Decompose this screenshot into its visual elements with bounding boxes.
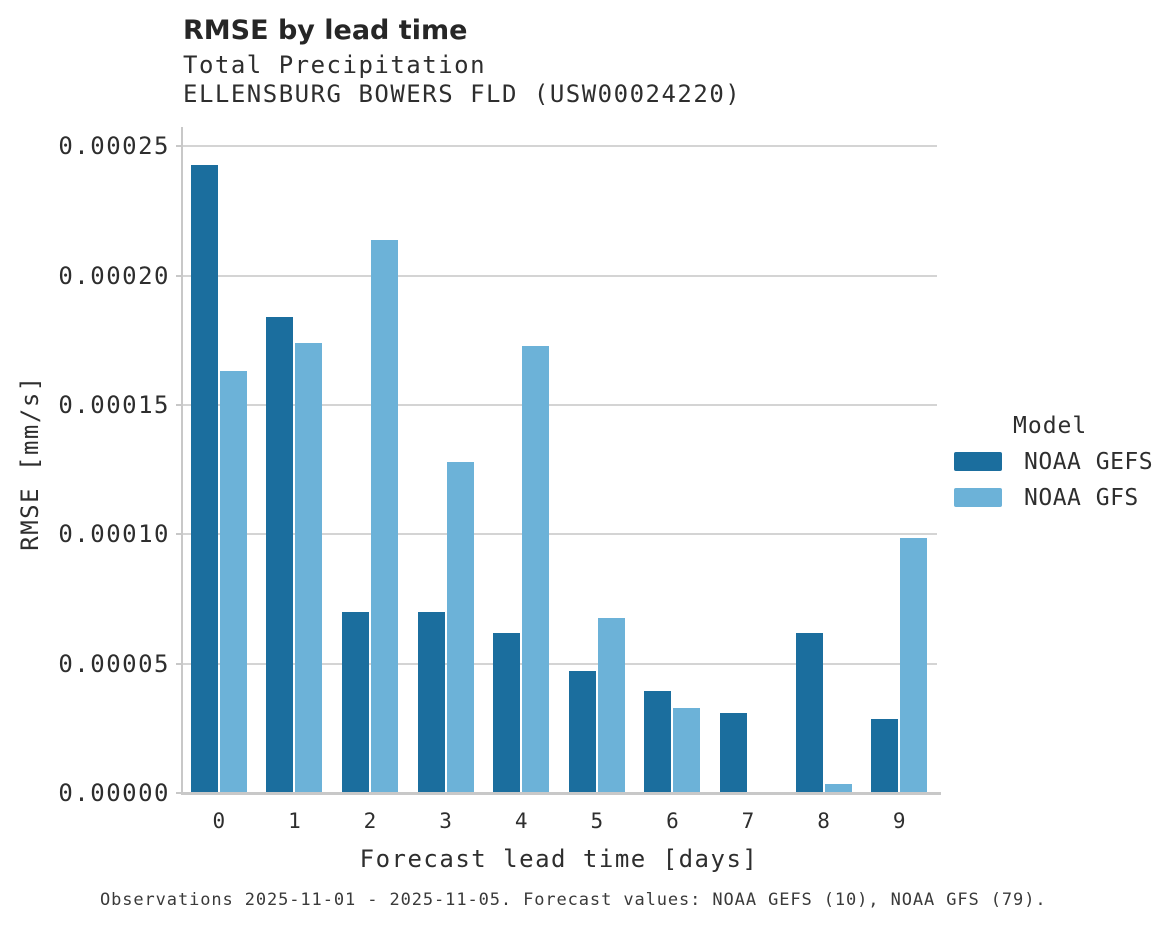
bar-noaa-gfs bbox=[219, 371, 247, 793]
bar-noaa-gefs bbox=[568, 671, 596, 793]
bar-noaa-gefs bbox=[342, 611, 369, 793]
y-tick-mark bbox=[176, 145, 181, 148]
bar-noaa-gefs bbox=[644, 690, 672, 793]
y-tick-label: 0.00020 bbox=[58, 261, 170, 290]
y-tick-mark bbox=[176, 792, 181, 794]
x-tick-label: 4 bbox=[514, 809, 528, 833]
bar-noaa-gefs bbox=[493, 632, 521, 793]
x-tick-label: 0 bbox=[212, 809, 226, 833]
gridline bbox=[181, 274, 937, 277]
y-tick-label: 0.00000 bbox=[58, 779, 170, 807]
bar-noaa-gfs bbox=[824, 783, 852, 793]
x-tick-label: 2 bbox=[363, 809, 377, 833]
bar-noaa-gefs bbox=[417, 611, 445, 793]
legend-title: Model bbox=[1013, 413, 1088, 439]
x-tick-label: 5 bbox=[590, 809, 604, 833]
bar-noaa-gfs bbox=[673, 707, 701, 793]
y-tick-mark bbox=[176, 662, 181, 665]
bar-noaa-gfs bbox=[371, 239, 398, 793]
x-tick-label: 7 bbox=[741, 809, 755, 833]
legend-swatch-noaa-gfs bbox=[954, 487, 1002, 507]
y-tick-mark bbox=[176, 274, 181, 277]
chart-title: RMSE by lead time bbox=[183, 15, 468, 46]
x-tick-label: 8 bbox=[817, 809, 830, 833]
bar-noaa-gefs bbox=[720, 712, 747, 793]
x-tick-label: 3 bbox=[439, 809, 452, 833]
y-axis-spine bbox=[181, 127, 183, 794]
y-tick-label: 0.00010 bbox=[58, 520, 170, 549]
gridline bbox=[181, 404, 937, 407]
bar-noaa-gfs bbox=[522, 345, 550, 793]
x-tick-label: 1 bbox=[288, 809, 301, 833]
y-tick-mark bbox=[176, 404, 181, 407]
bar-noaa-gefs bbox=[795, 632, 823, 793]
gridline bbox=[181, 662, 937, 665]
y-tick-label: 0.00015 bbox=[58, 391, 170, 420]
legend-swatch-noaa-gefs bbox=[954, 452, 1002, 471]
x-axis-title: Forecast lead time [days] bbox=[359, 845, 759, 873]
legend-label: NOAA GFS bbox=[1024, 484, 1139, 511]
gridline bbox=[181, 533, 937, 536]
x-axis-spine bbox=[181, 792, 941, 795]
y-tick-label: 0.00025 bbox=[58, 132, 170, 161]
legend-label: NOAA GEFS bbox=[1024, 449, 1154, 475]
bar-noaa-gfs bbox=[597, 618, 625, 793]
bar-noaa-gfs bbox=[900, 538, 928, 793]
chart-subtitle-station: ELLENSBURG BOWERS FLD (USW00024220) bbox=[183, 80, 742, 108]
chart-subtitle-variable: Total Precipitation bbox=[183, 51, 487, 79]
gridline bbox=[181, 145, 937, 148]
y-tick-mark bbox=[176, 533, 181, 536]
y-tick-label: 0.00005 bbox=[58, 649, 170, 678]
bar-noaa-gefs bbox=[266, 317, 294, 793]
bar-noaa-gfs bbox=[295, 342, 323, 793]
x-tick-label: 6 bbox=[666, 809, 679, 833]
bar-noaa-gefs bbox=[871, 719, 899, 793]
bar-noaa-gefs bbox=[190, 164, 218, 793]
bar-noaa-gfs bbox=[446, 461, 474, 793]
footnote: Observations 2025-11-01 - 2025-11-05. Fo… bbox=[100, 890, 1047, 910]
x-tick-label: 9 bbox=[892, 809, 906, 833]
